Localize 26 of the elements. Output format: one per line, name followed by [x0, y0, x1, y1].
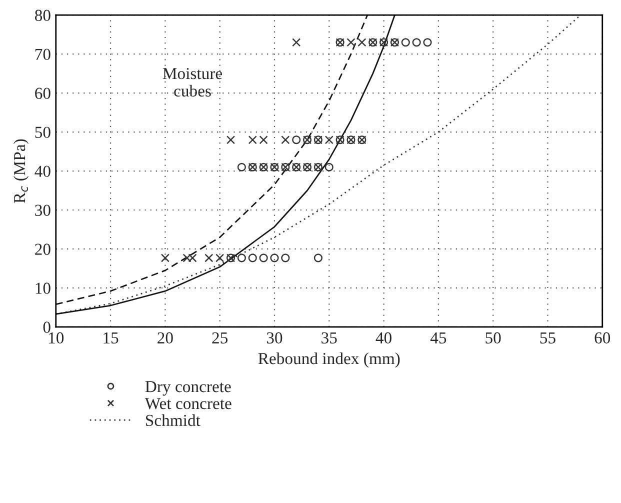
x-tick-label: 10 — [49, 332, 64, 344]
y-tick-label: 20 — [35, 244, 50, 255]
annotation: Moisture cubes — [162, 68, 222, 97]
x-tick-label: 35 — [322, 332, 337, 344]
y-tick-label: 60 — [35, 88, 50, 99]
y-tick-label: 50 — [35, 126, 50, 138]
x-tick-label: 40 — [376, 332, 392, 344]
x-tick-label: 60 — [594, 332, 610, 344]
legend-label: Schmidt — [146, 414, 200, 426]
x-tick-label: 45 — [430, 332, 446, 344]
y-tick-label: 40 — [34, 166, 50, 177]
y-tick-label: 10 — [36, 282, 50, 294]
legend-label: Dry concrete — [145, 381, 231, 396]
y-tick-label: 30 — [35, 204, 50, 216]
y-axis-title: R$_{c}$ (MPa) — [13, 139, 29, 204]
x-tick-label: 50 — [486, 332, 501, 344]
x-axis-title: Rebound index (mm) — [258, 352, 400, 368]
x-tick-label: 15 — [104, 332, 118, 344]
x-tick-label: 25 — [212, 332, 228, 344]
y-tick-label: 0 — [43, 322, 50, 333]
x-tick-label: 20 — [158, 332, 173, 344]
x-tick-label: 55 — [540, 332, 556, 344]
x-tick-label: 30 — [266, 332, 282, 344]
y-tick-label: 80 — [35, 10, 50, 22]
legend-label: Wet concrete — [144, 398, 232, 410]
y-tick-label: 70 — [35, 48, 50, 60]
